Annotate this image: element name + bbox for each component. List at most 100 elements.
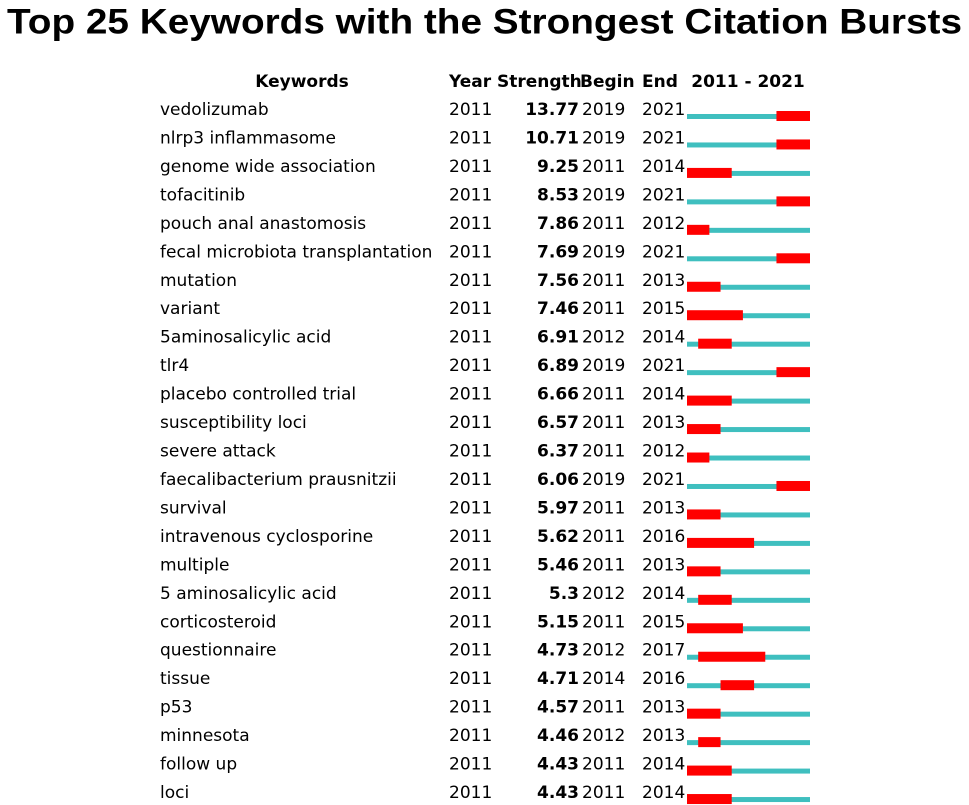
timeline xyxy=(687,398,810,404)
end: 2016 xyxy=(642,527,685,547)
begin: 2011 xyxy=(582,755,625,775)
strength: 6.89 xyxy=(537,356,579,376)
keyword: variant xyxy=(160,299,220,319)
begin: 2019 xyxy=(582,100,625,120)
burst-bar xyxy=(687,794,732,805)
end: 2015 xyxy=(642,299,685,319)
end: 2013 xyxy=(642,726,685,746)
strength: 4.43 xyxy=(537,755,579,775)
timeline xyxy=(687,512,810,518)
burst-bar xyxy=(776,111,810,121)
timeline xyxy=(687,170,810,176)
begin: 2019 xyxy=(582,128,625,148)
keyword: 5aminosalicylic acid xyxy=(160,328,331,348)
timeline xyxy=(687,711,810,717)
strength: 6.66 xyxy=(537,385,579,405)
year: 2011 xyxy=(449,299,492,319)
end: 2016 xyxy=(642,669,685,689)
year: 2011 xyxy=(449,755,492,775)
strength: 6.57 xyxy=(537,413,579,433)
strength: 5.15 xyxy=(537,612,579,632)
timeline xyxy=(687,341,810,347)
strength: 13.77 xyxy=(525,100,579,120)
burst-bar xyxy=(720,680,755,691)
keyword: pouch anal anastomosis xyxy=(160,214,366,234)
begin: 2011 xyxy=(582,698,625,718)
end: 2014 xyxy=(642,385,685,405)
year: 2011 xyxy=(449,698,492,718)
strength: 10.71 xyxy=(525,128,579,148)
end: 2013 xyxy=(642,698,685,718)
end: 2012 xyxy=(642,442,685,462)
begin: 2011 xyxy=(582,555,625,575)
strength: 7.69 xyxy=(537,242,579,262)
header-begin: Begin xyxy=(580,72,635,92)
begin: 2012 xyxy=(582,726,625,746)
keyword: placebo controlled trial xyxy=(160,385,356,405)
burst-bar xyxy=(776,480,810,491)
year: 2011 xyxy=(449,242,492,262)
timeline xyxy=(687,768,810,774)
strength: 5.3 xyxy=(549,584,579,604)
burst-bar xyxy=(776,253,810,264)
strength: 4.71 xyxy=(537,669,579,689)
begin: 2011 xyxy=(582,527,625,547)
timeline xyxy=(687,797,810,803)
end: 2014 xyxy=(642,584,685,604)
timeline xyxy=(687,199,810,205)
timeline xyxy=(687,256,810,262)
header-end: End xyxy=(642,72,678,92)
keyword: intravenous cyclosporine xyxy=(160,527,373,547)
burst-bar xyxy=(698,651,766,662)
year: 2011 xyxy=(449,555,492,575)
keyword: multiple xyxy=(160,555,229,575)
keyword: minnesota xyxy=(160,726,250,746)
burst-bar xyxy=(776,367,810,378)
burst-bar xyxy=(687,509,721,520)
timeline xyxy=(687,483,810,489)
keyword: genome wide association xyxy=(160,157,376,177)
end: 2014 xyxy=(642,755,685,775)
header-year: Year xyxy=(448,72,492,92)
strength: 6.06 xyxy=(537,470,579,490)
begin: 2019 xyxy=(582,185,625,205)
end: 2021 xyxy=(642,128,685,148)
end: 2017 xyxy=(642,641,685,661)
year: 2011 xyxy=(449,669,492,689)
keyword: tlr4 xyxy=(160,356,189,376)
year: 2011 xyxy=(449,641,492,661)
burst-bar xyxy=(687,623,743,634)
end: 2021 xyxy=(642,242,685,262)
end: 2014 xyxy=(642,157,685,177)
timeline xyxy=(687,597,810,603)
strength: 6.37 xyxy=(537,442,579,462)
end: 2012 xyxy=(642,214,685,234)
keyword: faecalibacterium prausnitzii xyxy=(160,470,397,490)
timeline xyxy=(687,227,810,233)
year: 2011 xyxy=(449,442,492,462)
title: Top 25 Keywords with the Strongest Citat… xyxy=(7,2,962,41)
keyword: survival xyxy=(160,498,227,518)
strength: 4.57 xyxy=(537,698,579,718)
strength: 8.53 xyxy=(537,185,579,205)
year: 2011 xyxy=(449,157,492,177)
year: 2011 xyxy=(449,385,492,405)
keyword: nlrp3 inflammasome xyxy=(160,128,336,148)
strength: 5.97 xyxy=(537,498,579,518)
begin: 2012 xyxy=(582,328,625,348)
year: 2011 xyxy=(449,612,492,632)
timeline xyxy=(687,740,810,746)
burst-bar xyxy=(687,310,743,321)
begin: 2014 xyxy=(582,669,625,689)
end: 2013 xyxy=(642,271,685,291)
timeline xyxy=(687,142,810,148)
strength: 7.46 xyxy=(537,299,579,319)
strength: 5.46 xyxy=(537,555,579,575)
keyword: 5 aminosalicylic acid xyxy=(160,584,337,604)
burst-bar xyxy=(687,708,721,719)
timeline xyxy=(687,313,810,319)
strength: 9.25 xyxy=(537,157,579,177)
begin: 2011 xyxy=(582,299,625,319)
timeline xyxy=(687,569,810,575)
